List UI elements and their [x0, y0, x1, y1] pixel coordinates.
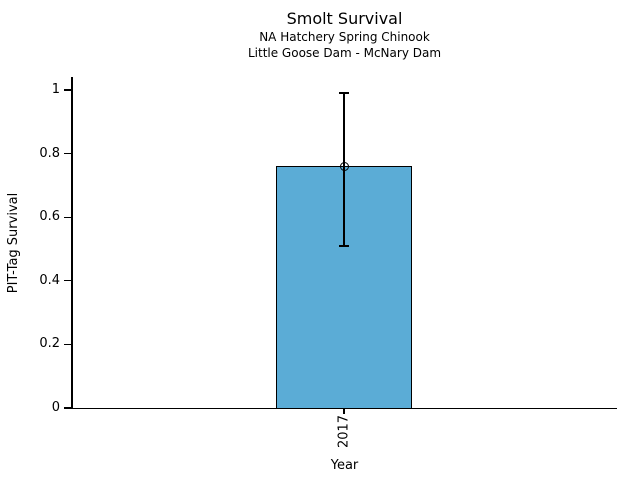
- y-tick: [64, 216, 72, 218]
- y-tick-label: 0.2: [39, 336, 60, 352]
- y-tick: [64, 89, 72, 91]
- x-tick: [343, 409, 345, 415]
- y-axis-spine: [71, 77, 73, 410]
- error-bar-cap-top: [339, 92, 350, 94]
- x-tick-label: 2017: [336, 414, 352, 449]
- y-tick: [64, 343, 72, 346]
- y-tick: [64, 152, 72, 155]
- chart-title: Smolt Survival: [286, 9, 403, 28]
- chart-subtitle-reach: Little Goose Dam - McNary Dam: [247, 46, 442, 60]
- y-tick-label: 0.4: [39, 272, 60, 288]
- y-tick-label: 0.6: [39, 209, 60, 225]
- x-axis-label: Year: [330, 458, 359, 473]
- point-marker: [339, 161, 349, 171]
- chart-subtitle-species: NA Hatchery Spring Chinook: [259, 30, 430, 44]
- y-tick: [64, 407, 72, 409]
- y-tick-label: 1: [51, 82, 60, 97]
- y-tick: [64, 280, 72, 282]
- y-tick-label: 0: [51, 400, 60, 415]
- y-tick-label: 0.8: [39, 145, 60, 161]
- error-bar-cap-bottom: [339, 245, 350, 247]
- y-axis-label: PIT-Tag Survival: [6, 192, 21, 294]
